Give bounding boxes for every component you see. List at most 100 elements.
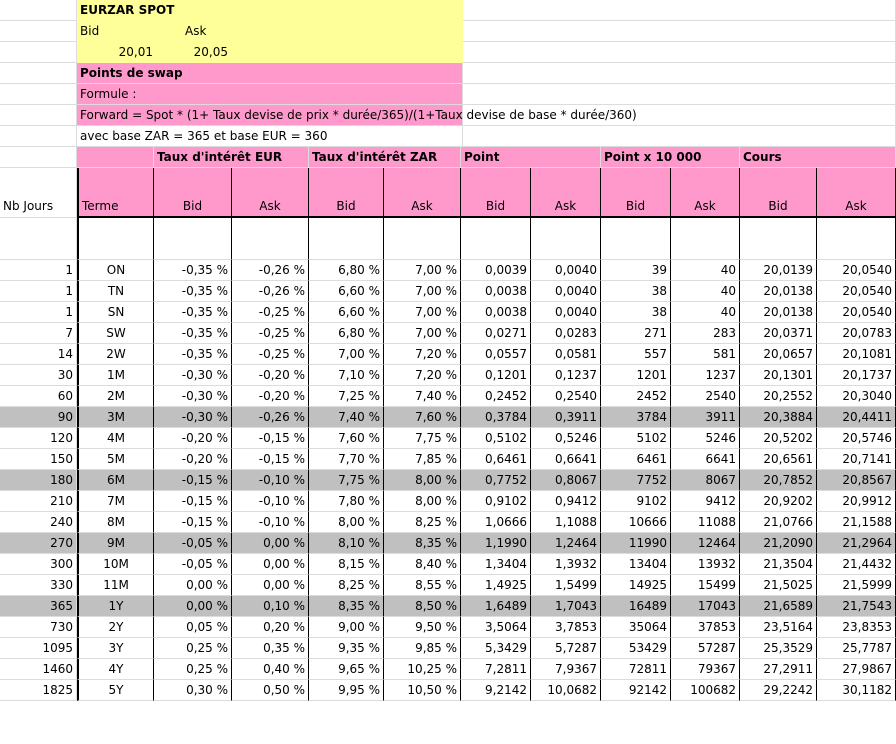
cell-zar-bid[interactable]: 6,60 % [309,281,384,302]
cell-term[interactable]: 3M [77,407,154,428]
cell-point-ask[interactable]: 0,0040 [531,260,601,281]
cell-point-bid[interactable]: 1,1990 [461,533,531,554]
cell-point-bid[interactable]: 1,0666 [461,512,531,533]
cell-cours-bid[interactable]: 21,0766 [740,512,817,533]
header-p10-ask[interactable]: Ask [671,168,740,218]
cell-p10-bid[interactable]: 11990 [601,533,671,554]
cell-point-bid[interactable]: 9,2142 [461,680,531,701]
cell-days[interactable]: 150 [0,449,77,470]
cell-point-ask[interactable]: 3,7853 [531,617,601,638]
cell-cours-ask[interactable]: 20,8567 [817,470,896,491]
cell-cours-ask[interactable]: 20,7141 [817,449,896,470]
group-point-x10000[interactable]: Point x 10 000 [601,147,740,168]
cell-p10-ask[interactable]: 13932 [671,554,740,575]
cell-term[interactable]: 2M [77,386,154,407]
cell-eur-ask[interactable]: -0,26 % [232,281,309,302]
cell-cours-bid[interactable]: 20,3884 [740,407,817,428]
cell-cours-ask[interactable]: 20,9912 [817,491,896,512]
cell-term[interactable]: 10M [77,554,154,575]
cell-eur-ask[interactable]: -0,25 % [232,323,309,344]
cell-zar-bid[interactable]: 7,80 % [309,491,384,512]
cell-eur-bid[interactable]: -0,35 % [154,302,232,323]
cell-days[interactable]: 730 [0,617,77,638]
cell-eur-ask[interactable]: 0,35 % [232,638,309,659]
cell-zar-ask[interactable]: 9,50 % [384,617,461,638]
cell-days[interactable]: 7 [0,323,77,344]
cell-p10-bid[interactable]: 9102 [601,491,671,512]
cell-days[interactable]: 1460 [0,659,77,680]
cell-p10-bid[interactable]: 557 [601,344,671,365]
cell-eur-bid[interactable]: -0,30 % [154,386,232,407]
cell-p10-bid[interactable]: 5102 [601,428,671,449]
cell-term[interactable]: 7M [77,491,154,512]
cell-p10-ask[interactable]: 17043 [671,596,740,617]
header-nb-jours[interactable]: Nb Jours [0,168,77,218]
cell-cours-bid[interactable]: 20,0138 [740,302,817,323]
cell-eur-bid[interactable]: -0,15 % [154,512,232,533]
cell-cours-bid[interactable]: 21,3504 [740,554,817,575]
header-zar-bid[interactable]: Bid [309,168,384,218]
cell-days[interactable]: 30 [0,365,77,386]
group-point[interactable]: Point [461,147,601,168]
cell-cours-bid[interactable]: 20,6561 [740,449,817,470]
cell-point-bid[interactable]: 0,0271 [461,323,531,344]
cell-days[interactable]: 330 [0,575,77,596]
cell-point-bid[interactable]: 0,0557 [461,344,531,365]
cell-cours-ask[interactable]: 25,7787 [817,638,896,659]
cell-eur-bid[interactable]: -0,35 % [154,281,232,302]
cell-point-bid[interactable]: 0,5102 [461,428,531,449]
cell-zar-ask[interactable]: 7,00 % [384,260,461,281]
cell-p10-bid[interactable]: 53429 [601,638,671,659]
cell-zar-ask[interactable]: 7,20 % [384,365,461,386]
cell-zar-ask[interactable]: 7,20 % [384,344,461,365]
spot-title[interactable]: EURZAR SPOT [77,0,463,21]
cell-zar-ask[interactable]: 7,00 % [384,302,461,323]
cell-eur-ask[interactable]: -0,10 % [232,491,309,512]
header-terme[interactable]: Terme [77,168,154,218]
base-note[interactable]: avec base ZAR = 365 et base EUR = 360 [77,126,463,147]
cell-p10-bid[interactable]: 14925 [601,575,671,596]
cell-term[interactable]: 8M [77,512,154,533]
cell-cours-bid[interactable]: 20,2552 [740,386,817,407]
cell-p10-bid[interactable]: 38 [601,281,671,302]
cell-eur-ask[interactable]: 0,00 % [232,554,309,575]
cell-point-ask[interactable]: 1,2464 [531,533,601,554]
cell-term[interactable]: 11M [77,575,154,596]
cell-eur-bid[interactable]: -0,35 % [154,323,232,344]
cell-zar-ask[interactable]: 8,55 % [384,575,461,596]
cell-zar-bid[interactable]: 6,80 % [309,323,384,344]
cell-days[interactable]: 120 [0,428,77,449]
cell-cours-bid[interactable]: 20,1301 [740,365,817,386]
cell-cours-ask[interactable]: 20,0540 [817,281,896,302]
cell-p10-bid[interactable]: 271 [601,323,671,344]
cell-zar-bid[interactable]: 8,35 % [309,596,384,617]
cell-p10-ask[interactable]: 3911 [671,407,740,428]
cell-point-bid[interactable]: 7,2811 [461,659,531,680]
cell-cours-ask[interactable]: 27,9867 [817,659,896,680]
cell-eur-bid[interactable]: -0,05 % [154,533,232,554]
cell-eur-ask[interactable]: 0,50 % [232,680,309,701]
cell-point-ask[interactable]: 0,0283 [531,323,601,344]
cell-days[interactable]: 14 [0,344,77,365]
cell-point-bid[interactable]: 1,4925 [461,575,531,596]
cell-zar-ask[interactable]: 9,85 % [384,638,461,659]
cell-cours-ask[interactable]: 21,1588 [817,512,896,533]
cell-eur-ask[interactable]: 0,00 % [232,533,309,554]
cell-term[interactable]: 9M [77,533,154,554]
cell-point-ask[interactable]: 1,5499 [531,575,601,596]
cell-cours-ask[interactable]: 20,4411 [817,407,896,428]
cell-cours-ask[interactable]: 20,0540 [817,260,896,281]
cell-p10-bid[interactable]: 6461 [601,449,671,470]
cell-zar-ask[interactable]: 8,35 % [384,533,461,554]
cell-p10-ask[interactable]: 40 [671,260,740,281]
cell-zar-ask[interactable]: 7,75 % [384,428,461,449]
cell-point-bid[interactable]: 1,6489 [461,596,531,617]
cell-days[interactable]: 210 [0,491,77,512]
cell-cours-bid[interactable]: 20,5202 [740,428,817,449]
cell-point-bid[interactable]: 0,0039 [461,260,531,281]
cell-eur-bid[interactable]: 0,25 % [154,659,232,680]
cell-cours-bid[interactable]: 20,7852 [740,470,817,491]
cell-eur-bid[interactable]: 0,30 % [154,680,232,701]
cell-days[interactable]: 365 [0,596,77,617]
cell-eur-ask[interactable]: -0,15 % [232,449,309,470]
